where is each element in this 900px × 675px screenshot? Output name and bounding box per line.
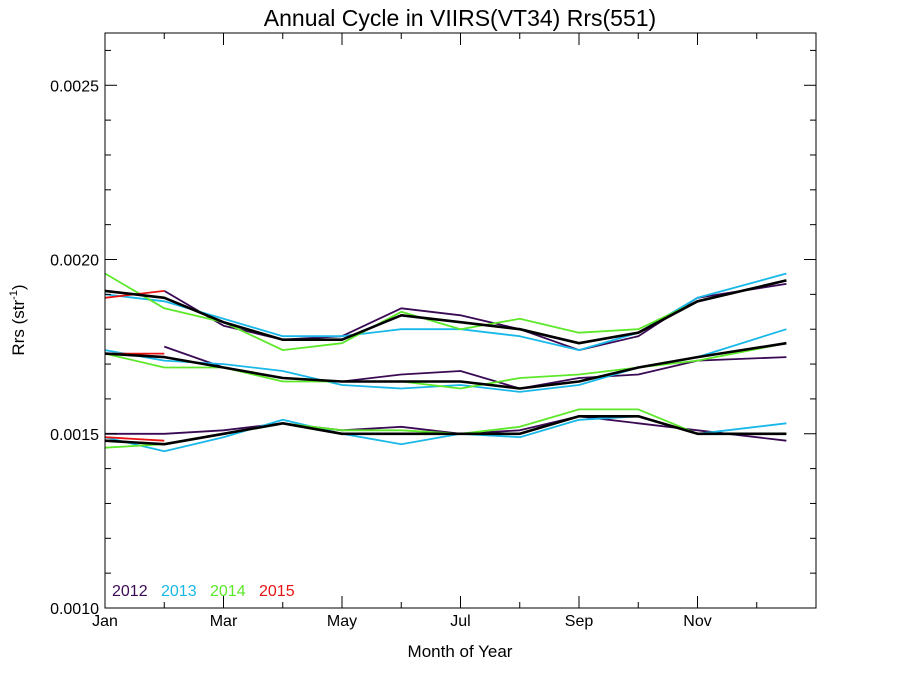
y-tick-label: 0.0025 xyxy=(50,78,99,95)
y-tick-label: 0.0010 xyxy=(50,601,99,618)
series-line-upper-2014 xyxy=(104,272,787,352)
y-tick-label: 0.0020 xyxy=(50,253,99,270)
plot-frame xyxy=(104,32,817,609)
x-axis-label: Month of Year xyxy=(408,642,513,661)
legend-entry-2013: 2013 xyxy=(161,583,197,600)
series-line-upper-mean xyxy=(104,279,787,345)
y-axis-label: Rrs (str-1) xyxy=(8,284,28,355)
series-line-lower-2012 xyxy=(105,415,787,442)
legend-entry-2014: 2014 xyxy=(210,583,246,600)
legend-entry-2012: 2012 xyxy=(112,583,148,600)
legend: 2012 2013 2014 2015 xyxy=(112,583,295,600)
x-tick-label: Jul xyxy=(450,613,470,630)
series-line-upper-2012 xyxy=(163,283,787,352)
x-tick-label: Mar xyxy=(210,613,238,630)
series-line-upper-2013 xyxy=(104,272,787,352)
y-axis-label-close: ) xyxy=(9,284,28,290)
series-line-middle-mean xyxy=(104,341,787,390)
series-line-lower-mean xyxy=(104,414,787,446)
x-tick-label: May xyxy=(327,613,357,630)
legend-entry-2015: 2015 xyxy=(259,583,295,600)
y-axis: 0.0010 0.0015 0.0020 0.0025 xyxy=(50,49,816,618)
x-axis: Jan Mar May Jul Sep Nov xyxy=(92,33,758,630)
chart-title: Annual Cycle in VIIRS(VT34) Rrs(551) xyxy=(264,5,656,31)
y-axis-label-superscript: -1 xyxy=(8,290,20,300)
plot-lines xyxy=(104,272,787,453)
x-tick-label: Nov xyxy=(683,613,711,630)
series-line-lower-2015 xyxy=(104,436,165,442)
y-tick-label: 0.0015 xyxy=(50,427,99,444)
x-tick-label: Jan xyxy=(92,613,118,630)
x-tick-label: Sep xyxy=(565,613,594,630)
y-axis-label-main: Rrs (str xyxy=(9,300,28,356)
